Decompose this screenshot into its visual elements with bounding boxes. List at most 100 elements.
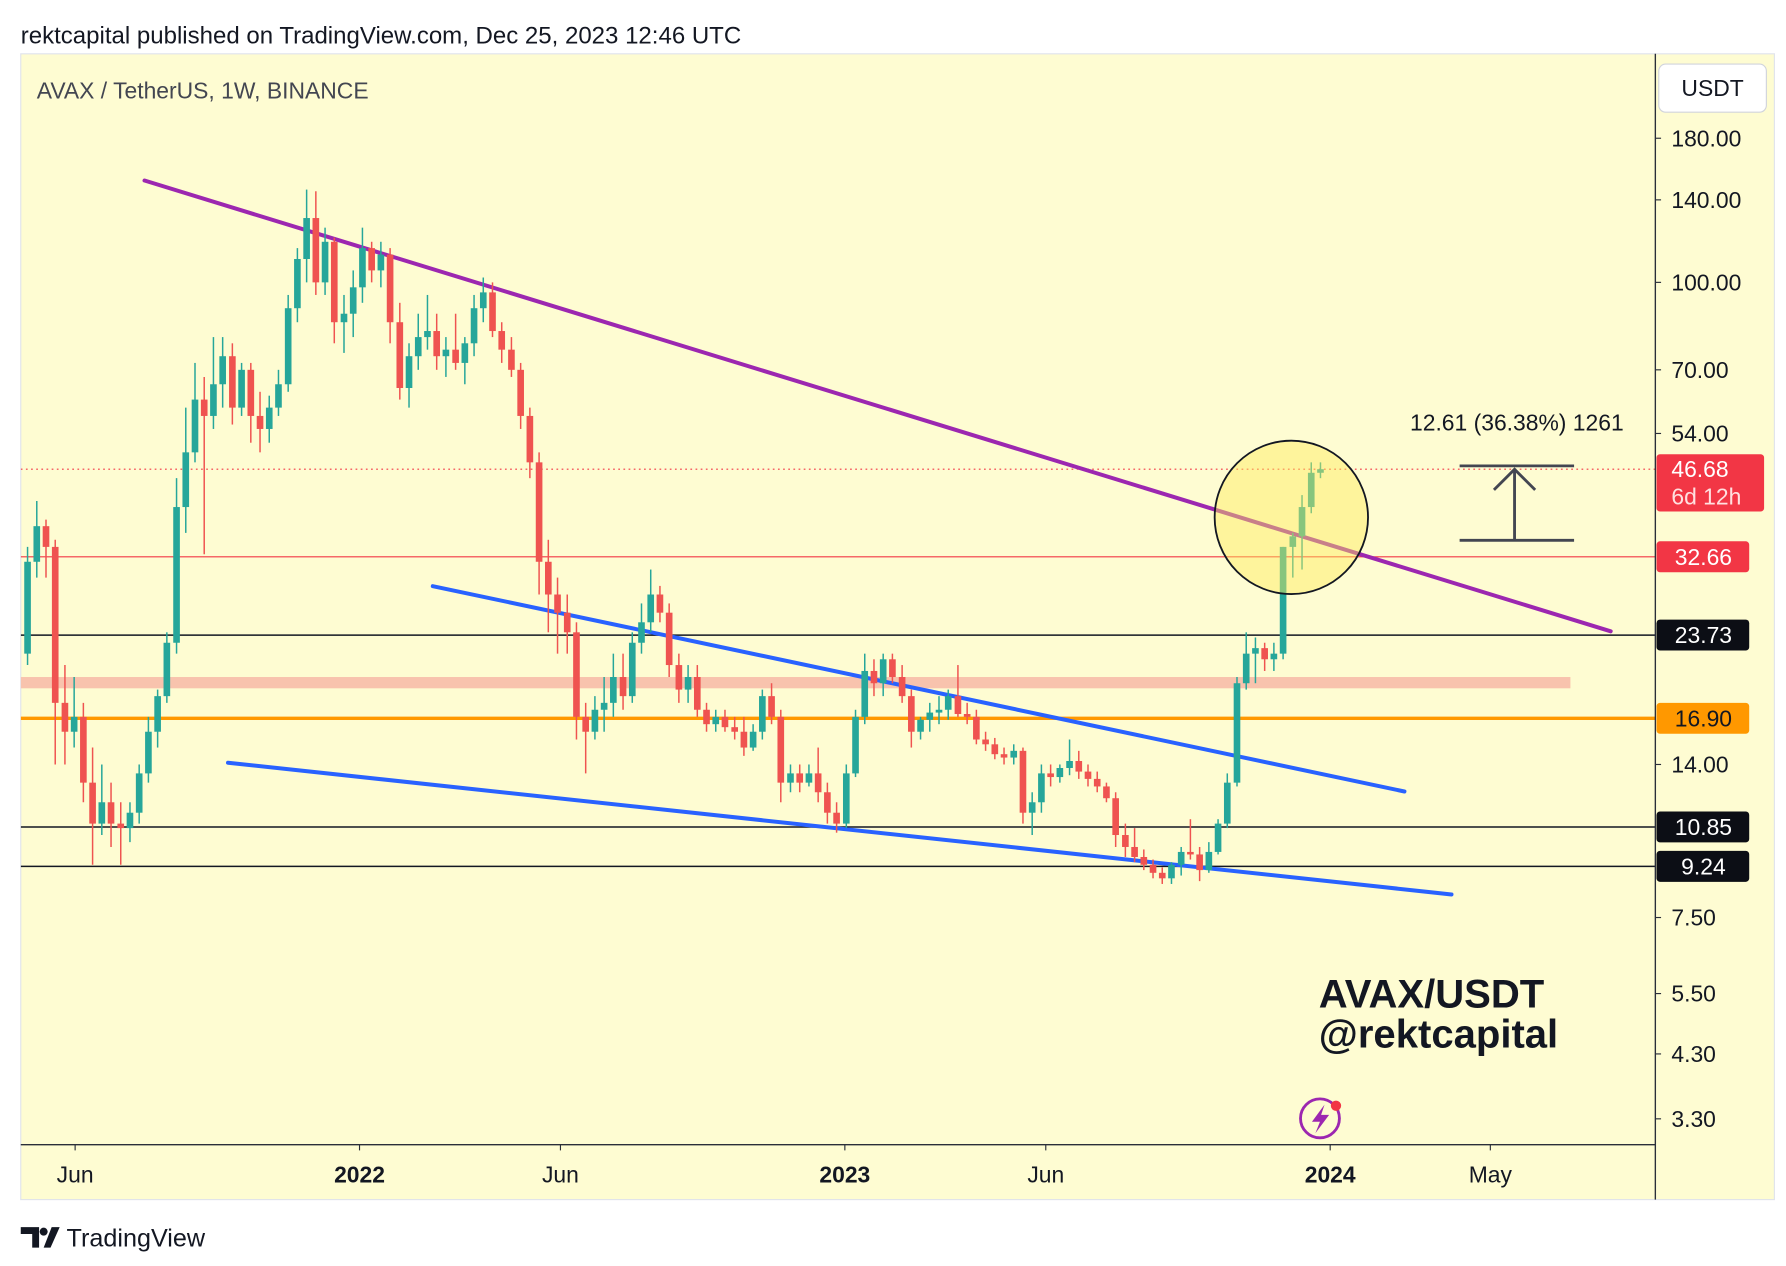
candle-body: [42, 526, 50, 547]
candle-body: [982, 739, 989, 745]
highlight-circle: [1213, 439, 1369, 595]
measure-label: 12.61 (36.38%) 1261: [1410, 409, 1624, 435]
candle-body: [973, 716, 980, 740]
y-tick-label: 5.50: [1671, 981, 1716, 1007]
candle-body: [684, 677, 692, 690]
candle-body: [284, 308, 292, 385]
candle-body: [628, 642, 636, 697]
x-tick-label: Jun: [57, 1161, 94, 1187]
candle-body: [33, 526, 41, 562]
candle-body: [386, 254, 394, 323]
candle-body: [442, 349, 450, 357]
candle-body: [312, 218, 320, 283]
candle-body: [1122, 835, 1129, 847]
candle-body: [1093, 778, 1101, 787]
candle-body: [1242, 653, 1250, 684]
candle-body: [1298, 507, 1306, 537]
candle-body: [870, 670, 878, 684]
price-label: 32.66: [1675, 544, 1732, 570]
candle-body: [303, 218, 310, 260]
candle-body: [526, 415, 534, 463]
candle-body: [656, 594, 664, 613]
candle-body: [554, 594, 561, 613]
candle-body: [824, 792, 831, 813]
y-tick-label: 140.00: [1671, 187, 1741, 213]
candle-body: [1214, 823, 1222, 852]
candle-body: [954, 696, 962, 714]
measure-arrow: [1492, 467, 1537, 491]
plot-area: [20, 178, 1656, 897]
candle-body: [796, 773, 804, 783]
candle-body: [461, 343, 469, 363]
candle-body: [210, 384, 217, 416]
y-tick-label: 100.00: [1671, 269, 1741, 295]
candle-body: [265, 407, 273, 429]
price-label-box: [1656, 702, 1750, 734]
candle-body: [1223, 782, 1231, 824]
candle-body: [703, 709, 710, 725]
candle-body: [1103, 786, 1110, 799]
candle-body: [163, 642, 171, 697]
candle-body: [582, 716, 590, 732]
candle-body: [861, 670, 869, 717]
candle-body: [963, 713, 971, 717]
candle-body: [154, 696, 161, 732]
candle-body: [591, 709, 599, 732]
candle-body: [1056, 768, 1064, 778]
candle-body: [1028, 802, 1036, 813]
trendline: [225, 760, 1454, 897]
footer-brand: TradingView: [67, 1225, 206, 1253]
candle-body: [749, 731, 757, 748]
candle-body: [1168, 864, 1175, 879]
price-label-box: [1656, 811, 1750, 843]
price-label: 9.24: [1681, 853, 1726, 879]
header: rektcapital published on TradingView.com…: [21, 22, 741, 49]
y-tick-label: 14.00: [1671, 751, 1728, 777]
candle-body: [1131, 846, 1138, 857]
candle-body: [247, 369, 255, 416]
candle-body: [330, 241, 338, 323]
candle-body: [619, 677, 627, 697]
candle-body: [1233, 683, 1241, 783]
candle-body: [563, 612, 571, 633]
candle-body: [600, 702, 608, 710]
candle-body: [238, 369, 245, 408]
candle-body: [1047, 773, 1054, 778]
candle-body: [665, 612, 673, 666]
candle-body: [126, 812, 134, 829]
candle-body: [117, 823, 125, 829]
candle-body: [61, 702, 69, 732]
candle-body: [1279, 546, 1287, 654]
currency[interactable]: USDT: [1681, 75, 1743, 101]
candle-body: [1149, 864, 1157, 873]
candle-body: [1289, 536, 1297, 547]
candle-body: [944, 696, 952, 710]
candle-body: [479, 292, 487, 309]
candle-body: [80, 716, 87, 783]
price-label-box: [1656, 541, 1750, 573]
candle-body: [721, 716, 729, 728]
candle-body: [1252, 648, 1259, 654]
y-tick-label: 7.50: [1671, 905, 1716, 931]
candle-body: [377, 254, 385, 271]
candle-body: [787, 773, 794, 783]
candle-body: [498, 331, 506, 350]
watermark: AVAX/USDT: [1319, 972, 1545, 1016]
candle-body: [135, 773, 143, 813]
candle-body: [879, 659, 887, 684]
candle-body: [852, 716, 859, 774]
currency-button[interactable]: [1658, 63, 1767, 113]
trendline: [430, 584, 1407, 794]
candle-body: [414, 337, 422, 357]
countdown-label: 6d 12h: [1671, 484, 1741, 510]
candle-body: [544, 561, 552, 595]
candle-body: [424, 331, 431, 338]
candle-body: [1196, 854, 1203, 871]
x-tick-label: 2023: [819, 1161, 870, 1187]
candle-body: [638, 622, 645, 643]
snapshot-icon: [1299, 1097, 1342, 1140]
y-tick-label: 4.30: [1671, 1041, 1716, 1067]
candle-body: [1317, 469, 1324, 473]
candle-body: [610, 677, 617, 703]
